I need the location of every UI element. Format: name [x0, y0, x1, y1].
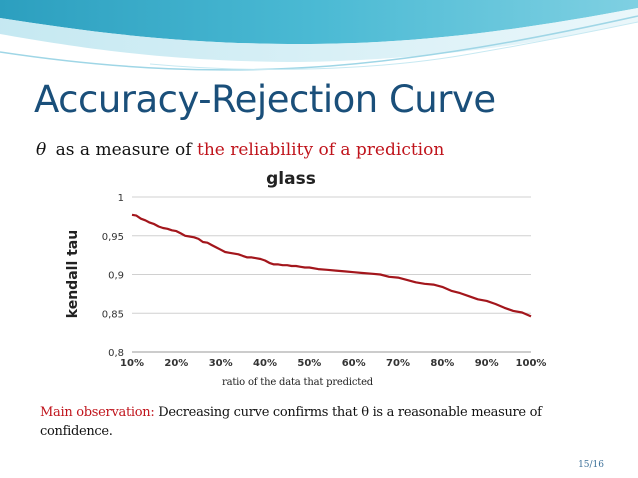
decor-wave-line-2 [149, 21, 638, 70]
x-tick-label: 40% [253, 358, 277, 369]
x-tick-label: 90% [475, 358, 499, 369]
subtitle-highlight: the reliability of a prediction [196, 140, 445, 160]
y-tick-label: 0,85 [102, 309, 124, 320]
y-tick-labels: 1 0,95 0,9 0,85 0,8 [102, 193, 124, 359]
decor-band-light [0, 8, 638, 62]
x-tick-label: 100% [516, 358, 547, 369]
x-tick-label: 50% [297, 358, 321, 369]
x-tick-label: 80% [430, 358, 454, 369]
x-axis-label: ratio of the data that predicted [222, 377, 373, 388]
subtitle-text: as a measure of [55, 140, 192, 160]
x-tick-label: 70% [386, 358, 410, 369]
slide-title: Accuracy-Rejection Curve [34, 78, 496, 121]
observation-label: Main observation: [40, 405, 155, 420]
y-tick-label: 0,95 [102, 232, 124, 243]
y-axis-label: kendall tau [65, 230, 81, 318]
y-tick-label: 0,8 [108, 348, 124, 359]
accuracy-rejection-chart: glass kendall tau 1 0,95 0,9 0,85 0,8 10% 20%… [65, 169, 546, 369]
chart-title: glass [266, 169, 316, 189]
grid-lines [132, 196, 531, 353]
slide-subtitle: θ as a measure of the reliability of a p… [36, 140, 444, 160]
y-tick-label: 1 [118, 193, 124, 204]
x-tick-label: 20% [164, 358, 188, 369]
decor-band-teal [0, 0, 638, 44]
chart-area: glass kendall tau 1 0,95 0,9 0,85 0,8 10% 20%… [60, 163, 549, 376]
theta-symbol: θ [36, 140, 47, 160]
x-tick-label: 10% [120, 358, 144, 369]
series-line [131, 213, 532, 318]
x-tick-labels: 10% 20% 30% 40% 50% 60% 70% 80% 90% 100% [120, 358, 546, 369]
header-decoration [0, 0, 638, 71]
series-layer [131, 213, 532, 318]
observation-text: Decreasing curve confirms that θ is a re… [40, 405, 542, 439]
page-number: 15/16 [578, 460, 604, 470]
y-tick-label: 0,9 [108, 271, 124, 282]
decor-wave-line [0, 15, 638, 71]
main-observation: Main observation: Decreasing curve confi… [40, 403, 600, 441]
x-tick-label: 60% [342, 358, 366, 369]
x-tick-label: 30% [209, 358, 233, 369]
